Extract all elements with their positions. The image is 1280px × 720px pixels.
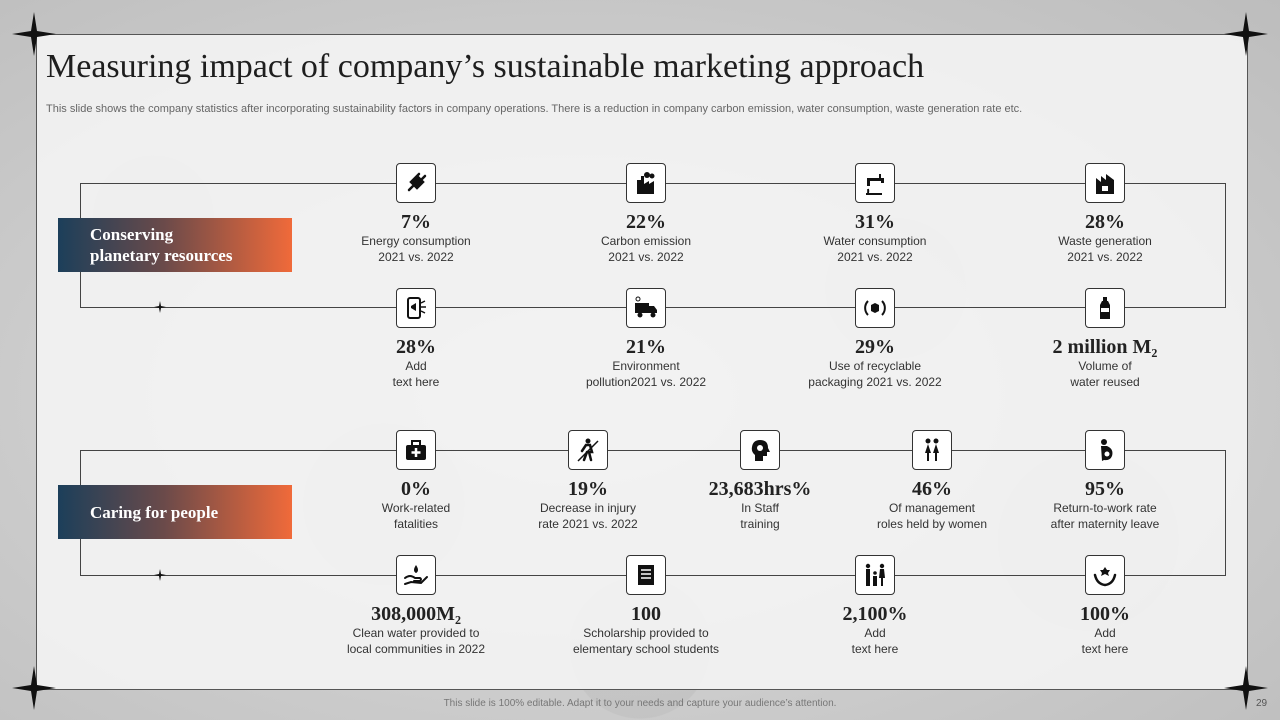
- stat-women-management: 46% Of management roles held by women: [832, 430, 1032, 532]
- stat-scholarship: 100 Scholarship provided to elementary s…: [546, 555, 746, 657]
- waste-icon: [1085, 163, 1125, 203]
- stat-carbon-emission: 22% Carbon emission 2021 vs. 2022: [546, 163, 746, 265]
- section-label-caring: Caring for people: [58, 485, 292, 539]
- stat-energy-consumption: 7% Energy consumption 2021 vs. 2022: [316, 163, 516, 265]
- stat-injury-rate: 19% Decrease in injury rate 2021 vs. 202…: [488, 430, 688, 532]
- truck-icon: [626, 288, 666, 328]
- page-title: Measuring impact of company’s sustainabl…: [46, 48, 925, 85]
- page-subtitle: This slide shows the company statistics …: [46, 103, 1023, 115]
- sparkle-icon: [154, 569, 166, 581]
- stat-add-text-3: 100% Add text here: [1005, 555, 1205, 657]
- bottle-icon: [1085, 288, 1125, 328]
- care-hands-icon: [1085, 555, 1125, 595]
- section-label-conserving: Conserving planetary resources: [58, 218, 292, 272]
- stat-add-text-1: 28% Add text here: [316, 288, 516, 390]
- corner-star-icon: [1224, 666, 1268, 710]
- page-number: 29: [1256, 698, 1268, 709]
- phone-megaphone-icon: [396, 288, 436, 328]
- stat-work-fatalities: 0% Work-related fatalities: [316, 430, 516, 532]
- stat-staff-training: 23,683hrs% In Staff training: [660, 430, 860, 532]
- corner-star-icon: [12, 666, 56, 710]
- recycle-box-icon: [855, 288, 895, 328]
- first-aid-kit-icon: [396, 430, 436, 470]
- stat-clean-water: 308,000M₂ Clean water provided to local …: [316, 555, 516, 657]
- stat-recyclable-packaging: 29% Use of recyclable packaging 2021 vs.…: [775, 288, 975, 390]
- stat-maternity-return: 95% Return-to-work rate after maternity …: [1005, 430, 1205, 532]
- faucet-icon: [855, 163, 895, 203]
- stat-water-reused: 2 million M₂ Volume of water reused: [1005, 288, 1205, 390]
- factory-icon: [626, 163, 666, 203]
- water-hand-icon: [396, 555, 436, 595]
- stat-water-consumption: 31% Water consumption 2021 vs. 2022: [775, 163, 975, 265]
- head-gear-icon: [740, 430, 780, 470]
- pregnancy-icon: [1085, 430, 1125, 470]
- corner-star-icon: [12, 12, 56, 56]
- stat-environment-pollution: 21% Environment pollution2021 vs. 2022: [546, 288, 746, 390]
- women-icon: [912, 430, 952, 470]
- family-icon: [855, 555, 895, 595]
- stat-waste-generation: 28% Waste generation 2021 vs. 2022: [1005, 163, 1205, 265]
- injury-icon: [568, 430, 608, 470]
- scholarship-icon: [626, 555, 666, 595]
- footer-note: This slide is 100% editable. Adapt it to…: [443, 698, 837, 709]
- stat-add-text-2: 2,100% Add text here: [775, 555, 975, 657]
- corner-star-icon: [1224, 12, 1268, 56]
- sparkle-icon: [154, 301, 166, 313]
- plug-icon: [396, 163, 436, 203]
